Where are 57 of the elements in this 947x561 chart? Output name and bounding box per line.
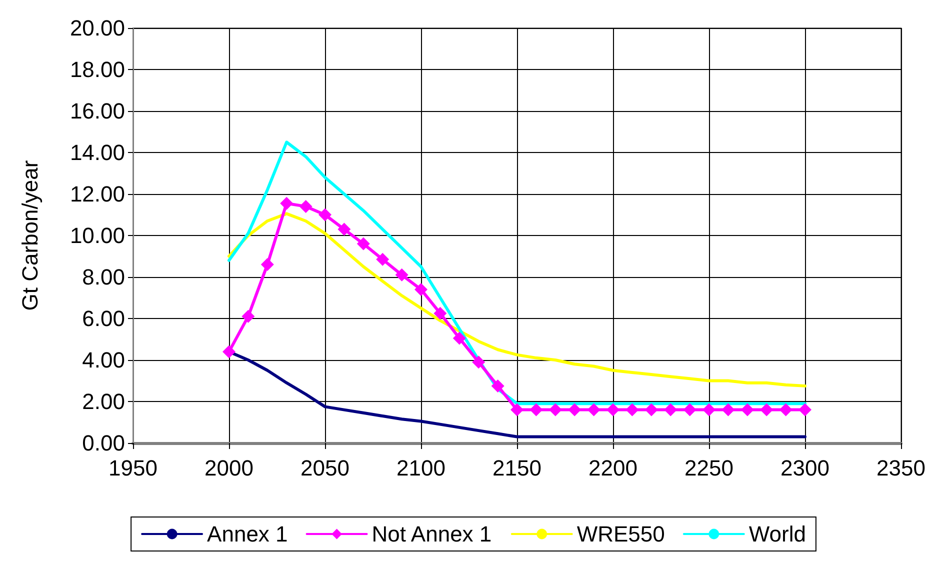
point (318, 208, 332, 222)
legend-label: Not Annex 1 (372, 522, 492, 546)
point (683, 403, 696, 416)
point (568, 403, 582, 416)
point (260, 258, 274, 272)
point (434, 306, 447, 320)
y-axis-title: Gt Carbon/year (18, 160, 42, 311)
x-tick-label: 2200 (588, 456, 638, 480)
point (798, 403, 812, 416)
point (472, 356, 486, 369)
point (222, 345, 236, 358)
y-tick-label: 12.00 (70, 182, 125, 206)
y-tick-label: 8.00 (82, 264, 125, 290)
y-tick-label: 6.00 (82, 306, 125, 331)
point (644, 403, 658, 416)
point (740, 403, 754, 416)
point (760, 403, 774, 416)
legend-label: Annex 1 (207, 522, 288, 546)
x-tick-label: 2050 (300, 456, 350, 480)
y-tick-label: 20.00 (70, 16, 125, 40)
point (491, 379, 504, 392)
y-tick-label: 4.00 (82, 348, 125, 372)
y-tick-label: 2.00 (82, 389, 125, 414)
y-tick-label: 16.00 (70, 98, 125, 124)
line-series (228, 212, 806, 388)
point (702, 403, 716, 416)
point (606, 403, 620, 416)
point (779, 403, 792, 416)
point (299, 200, 312, 213)
point (664, 403, 678, 416)
point (722, 403, 735, 416)
point (395, 268, 408, 282)
point (530, 403, 543, 416)
point (587, 403, 600, 416)
point (242, 310, 255, 323)
y-tick-label: 10.00 (70, 223, 125, 248)
x-tick-label: 2250 (684, 456, 734, 480)
x-tick-label: 2300 (780, 456, 830, 480)
y-tick-label: 0.00 (82, 430, 125, 456)
point (356, 237, 370, 250)
legend-label: World (748, 522, 806, 546)
point (626, 403, 639, 416)
x-tick-label: 2350 (876, 456, 926, 480)
point (280, 196, 294, 210)
point (452, 332, 466, 345)
x-tick-label: 2100 (396, 456, 446, 480)
legend-label: WRE550 (576, 522, 665, 546)
point (414, 282, 428, 296)
y-tick-label: 14.00 (70, 140, 125, 165)
x-tick-label: 1950 (108, 456, 158, 480)
y-tick-label: 18.00 (70, 57, 125, 82)
x-tick-label: 2000 (204, 456, 254, 480)
point (510, 403, 524, 416)
point (548, 403, 562, 416)
point (376, 252, 390, 266)
x-tick-label: 2150 (492, 456, 542, 480)
point (338, 222, 351, 236)
